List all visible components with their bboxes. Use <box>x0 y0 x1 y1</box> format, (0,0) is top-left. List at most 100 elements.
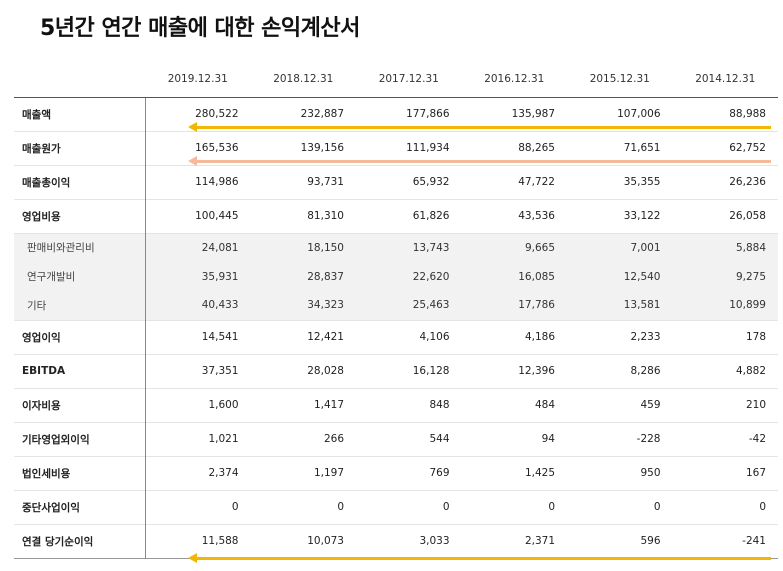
cell-value: 1,197 <box>313 467 344 479</box>
cell-value: 12,540 <box>623 270 661 283</box>
cell-value: 17,786 <box>518 299 555 312</box>
cell-value: 88,265 <box>518 142 555 154</box>
table-row: 이자비용 1,600 1,417 848 484 459 210 <box>14 388 778 422</box>
cell-value: 10,073 <box>307 535 344 547</box>
cell-value: 0 <box>231 501 239 513</box>
cell-value: 107,006 <box>617 108 661 120</box>
arrow-shaft <box>196 160 771 163</box>
cell-value: 950 <box>640 467 661 479</box>
table-row: 법인세비용 2,374 1,197 769 1,425 950 167 <box>14 456 778 490</box>
row-label: 매출액 <box>14 97 146 131</box>
cell-value: 12,421 <box>307 331 344 343</box>
cell-value: 62,752 <box>729 142 766 154</box>
revenue-trend-arrow <box>188 122 771 132</box>
cell-value: 28,837 <box>307 270 344 283</box>
cell-value: 139,156 <box>300 142 344 154</box>
table-row: 영업비용 100,445 81,310 61,826 43,536 33,122… <box>14 199 778 233</box>
cell-value: 14,541 <box>201 331 239 343</box>
cell-value: 1,600 <box>208 399 239 411</box>
cell-value: 111,934 <box>406 142 450 154</box>
table-row: 기타영업외이익 1,021 266 544 94 -228 -42 <box>14 422 778 456</box>
cell-value: 11,588 <box>201 535 239 547</box>
cell-value: 484 <box>534 399 555 411</box>
cell-value: 0 <box>653 501 661 513</box>
cell-value: 2,371 <box>524 535 555 547</box>
cell-value: 47,722 <box>518 176 555 188</box>
cell-value: 100,445 <box>195 210 239 222</box>
row-label: 영업비용 <box>14 199 146 233</box>
cell-value: 40,433 <box>201 299 239 312</box>
table-row: 매출액 280,522 232,887 177,866 135,987 107,… <box>14 97 778 131</box>
cell-value: 26,058 <box>729 210 766 222</box>
cell-value: 9,665 <box>524 241 555 254</box>
table-subrow: 기타 40,433 34,323 25,463 17,786 13,581 10… <box>14 291 778 320</box>
cell-value: 1,425 <box>524 467 555 479</box>
cell-value: 280,522 <box>195 108 239 120</box>
cell-value: -228 <box>636 433 661 445</box>
cell-value: 43,536 <box>518 210 555 222</box>
cell-value: 8,286 <box>630 365 661 377</box>
cell-value: 114,986 <box>195 176 239 188</box>
cell-value: 10,899 <box>729 299 766 312</box>
table-row: EBITDA 37,351 28,028 16,128 12,396 8,286… <box>14 354 778 388</box>
header-label-cell <box>14 62 145 98</box>
cell-value: 81,310 <box>307 210 344 222</box>
column-header: 2016.12.31 <box>461 62 567 98</box>
cell-value: 232,887 <box>300 108 344 120</box>
cell-value: 0 <box>759 501 766 513</box>
income-statement-table-wrap: 2019.12.31 2018.12.31 2017.12.31 2016.12… <box>14 62 778 559</box>
cell-value: 135,987 <box>511 108 555 120</box>
column-header: 2014.12.31 <box>672 62 778 98</box>
cell-value: 5,884 <box>735 241 766 254</box>
cell-value: 22,620 <box>412 270 450 283</box>
cell-value: 35,355 <box>623 176 661 188</box>
cell-value: 4,882 <box>735 365 766 377</box>
cell-value: 1,021 <box>208 433 239 445</box>
cell-value: 65,932 <box>412 176 450 188</box>
net-income-trend-arrow <box>188 553 771 563</box>
row-label: 연구개발비 <box>14 262 146 291</box>
cell-value: 3,033 <box>419 535 450 547</box>
table-subrow: 판매비와관리비 24,081 18,150 13,743 9,665 7,001… <box>14 233 778 262</box>
cell-value: 16,128 <box>412 365 450 377</box>
cell-value: 2,374 <box>208 467 239 479</box>
cell-value: 165,536 <box>195 142 239 154</box>
row-label: 매출총이익 <box>14 165 146 199</box>
cell-value: 34,323 <box>307 299 344 312</box>
cell-value: 18,150 <box>307 241 344 254</box>
row-label: 법인세비용 <box>14 456 146 490</box>
arrow-head <box>188 553 197 563</box>
cell-value: 94 <box>541 433 555 445</box>
header-row: 2019.12.31 2018.12.31 2017.12.31 2016.12… <box>14 62 778 98</box>
table-row: 영업이익 14,541 12,421 4,106 4,186 2,233 178 <box>14 320 778 354</box>
cell-value: 9,275 <box>735 270 766 283</box>
table-row: 매출원가 165,536 139,156 111,934 88,265 71,6… <box>14 131 778 165</box>
row-label: 중단사업이익 <box>14 490 146 524</box>
row-label: 연결 당기순이익 <box>14 524 146 558</box>
cell-value: 26,236 <box>729 176 766 188</box>
cell-value: 93,731 <box>307 176 344 188</box>
cell-value: -241 <box>742 535 766 547</box>
row-label: 기타 <box>14 291 146 320</box>
cogs-trend-arrow <box>188 156 771 166</box>
cell-value: 28,028 <box>307 365 344 377</box>
table-row: 매출총이익 114,986 93,731 65,932 47,722 35,35… <box>14 165 778 199</box>
cell-value: 266 <box>323 433 344 445</box>
cell-value: 13,743 <box>412 241 450 254</box>
cell-value: 61,826 <box>412 210 450 222</box>
cell-value: 2,233 <box>630 331 661 343</box>
cell-value: 544 <box>429 433 450 445</box>
cell-value: 16,085 <box>518 270 555 283</box>
row-label: 매출원가 <box>14 131 146 165</box>
column-header: 2019.12.31 <box>145 62 251 98</box>
cell-value: 167 <box>745 467 766 479</box>
arrow-head <box>188 156 197 166</box>
cell-value: 596 <box>640 535 661 547</box>
cell-value: 0 <box>337 501 344 513</box>
cell-value: 0 <box>442 501 450 513</box>
cell-value: 4,186 <box>524 331 555 343</box>
arrow-shaft <box>196 126 771 129</box>
cell-value: 178 <box>745 331 766 343</box>
cell-value: 35,931 <box>201 270 239 283</box>
cell-value: 4,106 <box>419 331 450 343</box>
